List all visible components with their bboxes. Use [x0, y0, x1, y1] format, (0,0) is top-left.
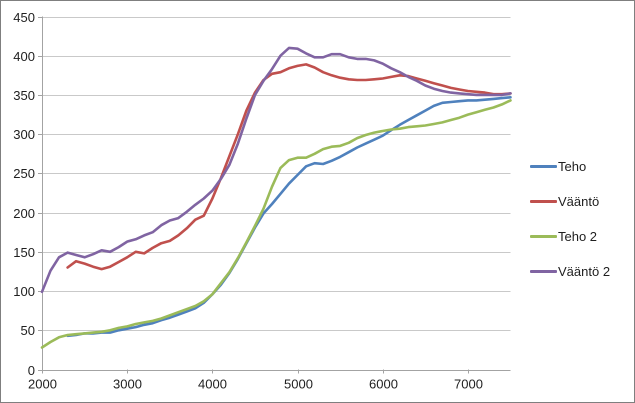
series-line-vääntö-2[interactable] [40, 46, 512, 294]
x-axis-label: 3000 [113, 377, 142, 392]
y-axis-label: 100 [13, 284, 35, 299]
legend-item-vääntö[interactable]: Vääntö [530, 189, 610, 213]
y-axis-label: 400 [13, 49, 35, 64]
y-axis-label: 350 [13, 88, 35, 103]
series-line-vääntö[interactable] [66, 63, 512, 271]
legend-label: Vääntö 2 [558, 263, 611, 279]
series-line-teho-2[interactable] [40, 99, 512, 349]
legend-item-vääntö-2[interactable]: Vääntö 2 [530, 259, 610, 283]
y-axis-label: 450 [13, 10, 35, 25]
legend-label: Vääntö [558, 193, 600, 209]
x-axis-label: 5000 [284, 377, 313, 392]
y-axis-label: 50 [21, 323, 35, 338]
series-line-teho[interactable] [66, 96, 512, 338]
legend-line-swatch [530, 234, 557, 238]
y-axis-label: 150 [13, 245, 35, 260]
legend-item-teho-2[interactable]: Teho 2 [530, 224, 610, 248]
y-axis-label: 250 [13, 166, 35, 181]
legend-item-teho[interactable]: Teho [530, 154, 610, 178]
x-axis-label: 2000 [28, 377, 57, 392]
legend-label: Teho 2 [558, 228, 598, 244]
x-axis-label: 7000 [454, 377, 483, 392]
y-axis-label: 0 [28, 363, 35, 378]
y-axis-label: 200 [13, 206, 35, 221]
legend-label: Teho [558, 158, 587, 174]
chart-legend: Teho Vääntö Teho 2 Vääntö 2 [530, 154, 610, 294]
x-axis-label: 4000 [198, 377, 227, 392]
legend-line-swatch [530, 199, 557, 203]
y-axis-label: 300 [13, 127, 35, 142]
x-axis-label: 6000 [369, 377, 398, 392]
legend-line-swatch [530, 269, 557, 273]
legend-line-swatch [530, 164, 557, 168]
